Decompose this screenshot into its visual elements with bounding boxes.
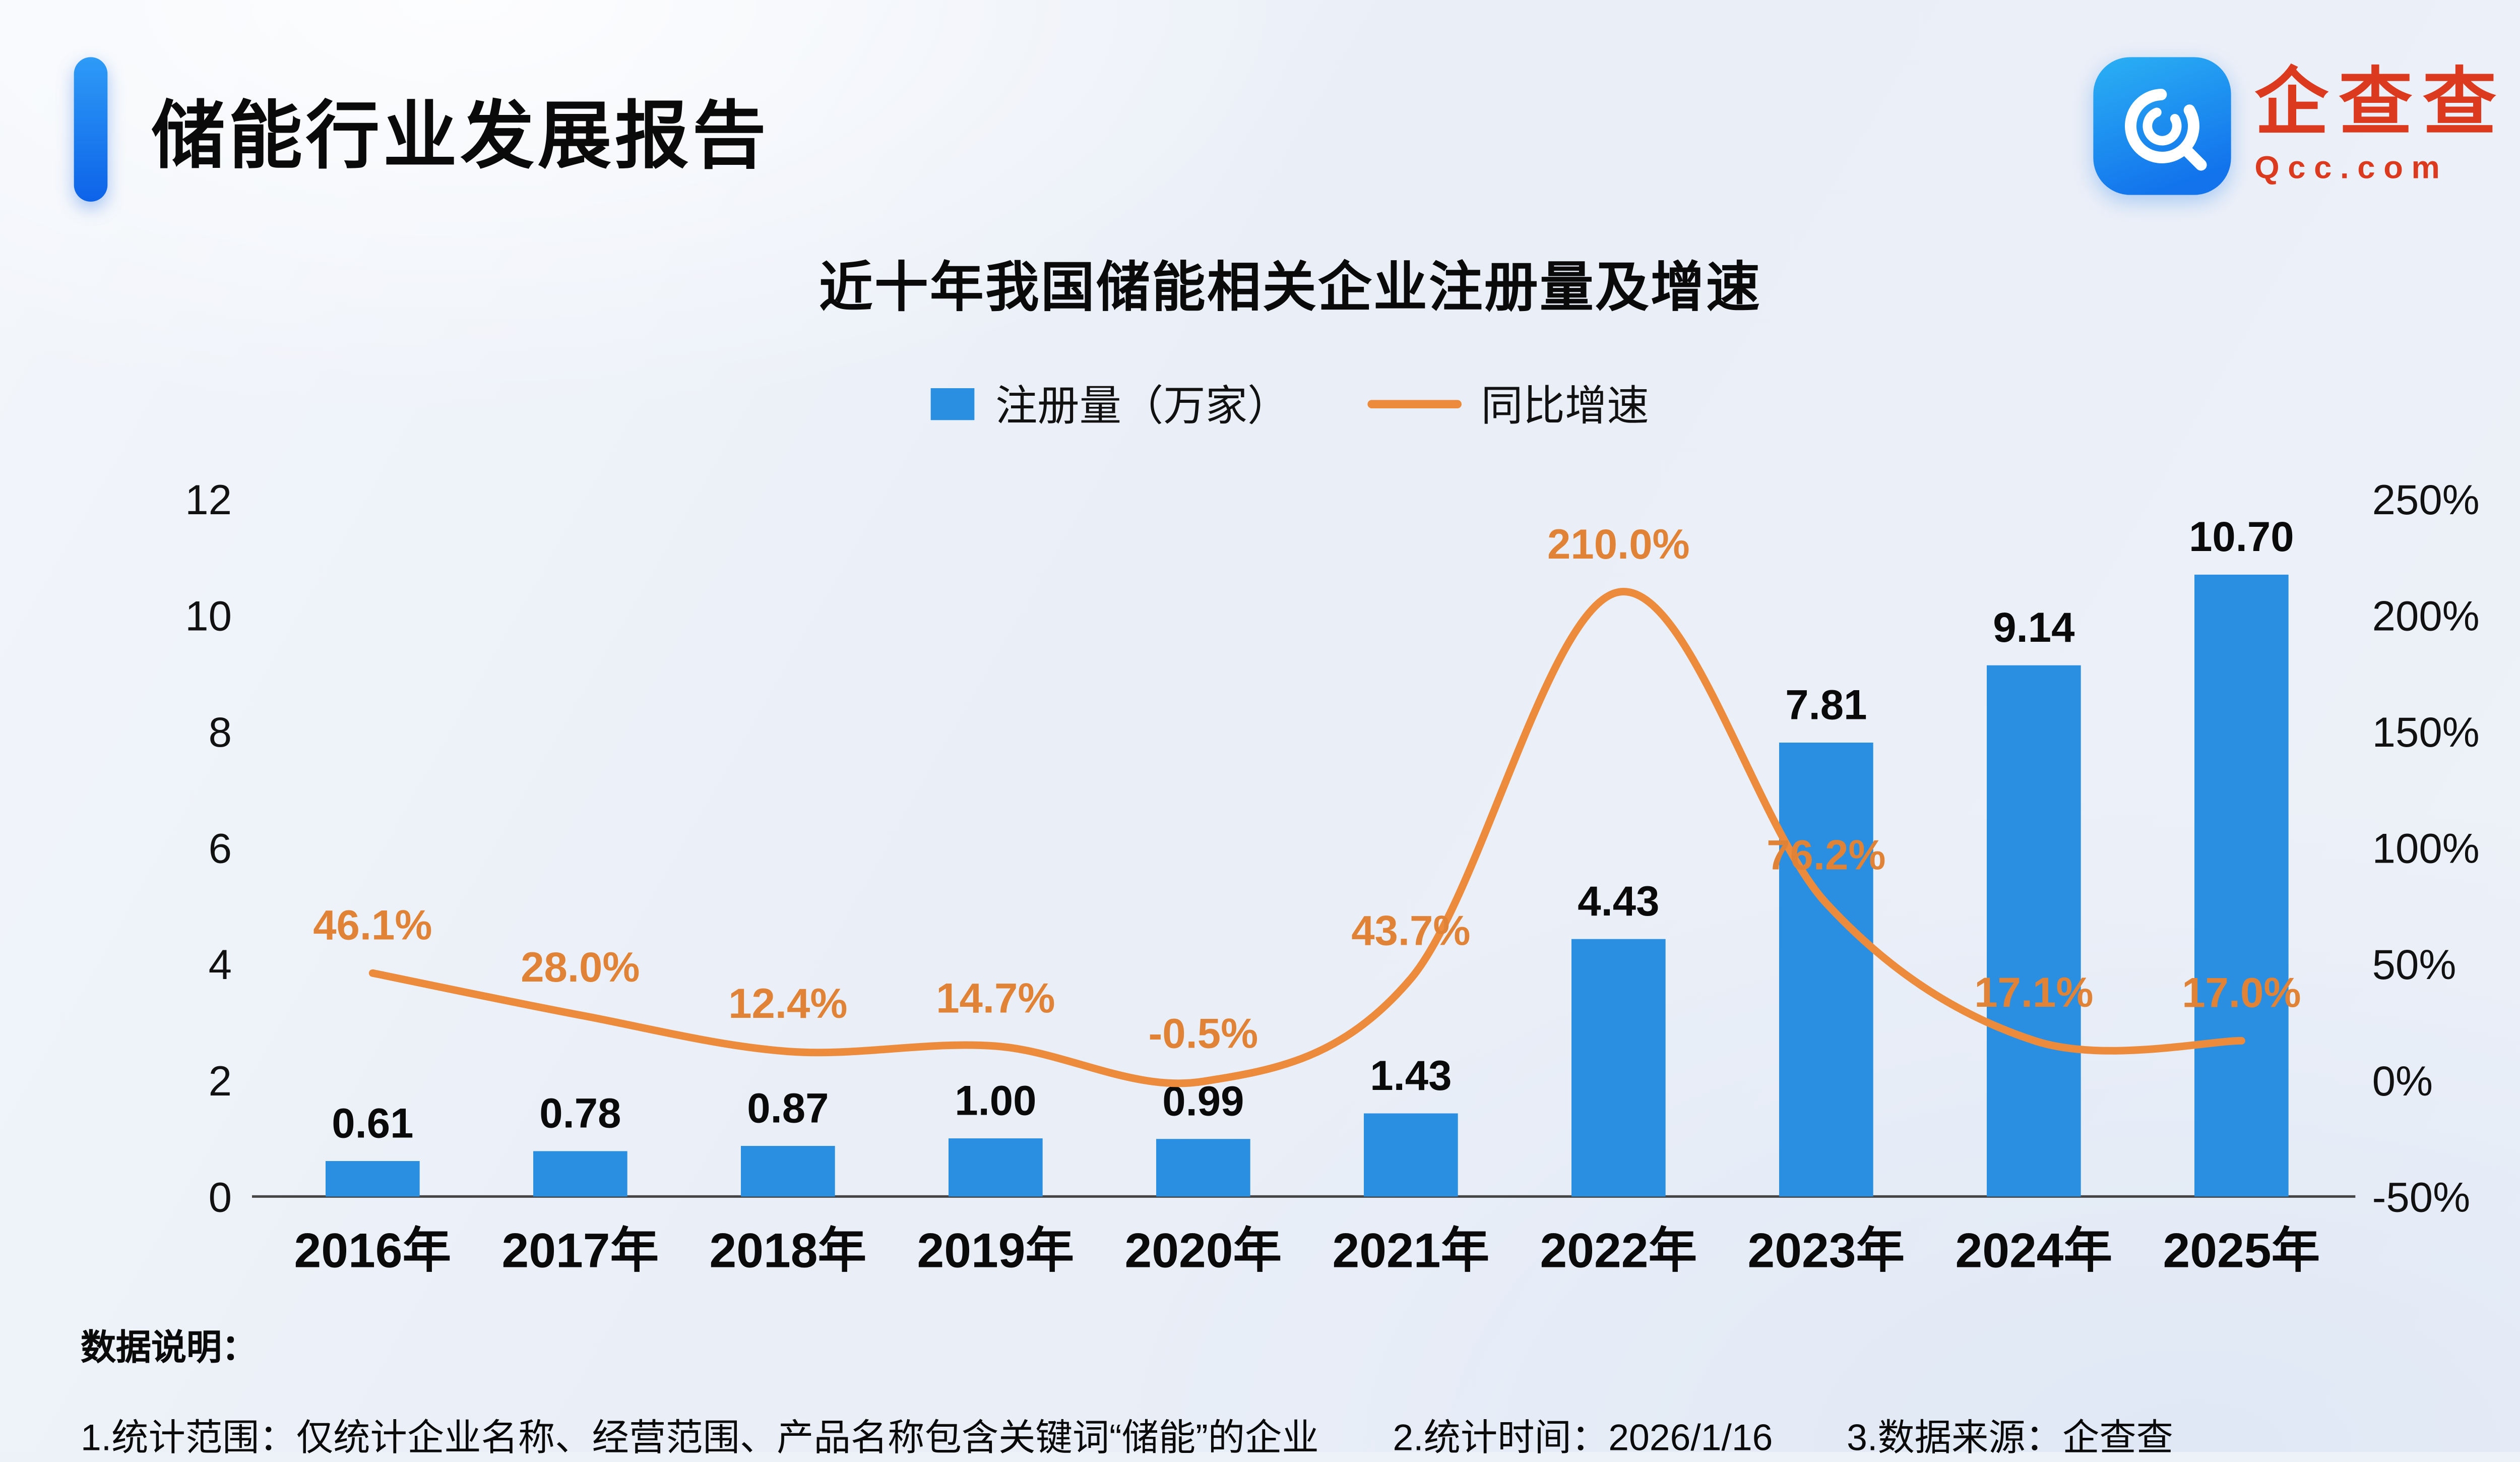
registration-bar <box>1571 939 1666 1197</box>
left-axis-tick: 10 <box>185 593 232 640</box>
legend-bar-swatch <box>931 387 975 419</box>
growth-line <box>368 588 2245 1087</box>
growth-value-label: 17.0% <box>2182 969 2301 1016</box>
qcc-logo-icon <box>2093 57 2231 195</box>
bar-value-label: 0.61 <box>332 1100 413 1146</box>
legend-line-label: 同比增速 <box>1481 383 1649 431</box>
x-axis-category: 2019年 <box>917 1223 1074 1277</box>
chart-title: 近十年我国储能相关企业注册量及增速 <box>818 257 1761 318</box>
growth-value-label: 43.7% <box>1351 907 1470 954</box>
growth-value-label: 17.1% <box>1974 969 2093 1016</box>
left-axis-tick: 8 <box>209 709 232 756</box>
registration-bar <box>533 1151 627 1197</box>
x-axis-category: 2023年 <box>1747 1223 1905 1277</box>
legend-item-line: 同比增速 <box>1366 373 1649 434</box>
left-axis-tick: 4 <box>209 941 232 988</box>
x-axis-category: 2025年 <box>2163 1223 2320 1277</box>
registration-bar <box>1986 665 2081 1197</box>
bar-value-label: 7.81 <box>1785 681 1867 728</box>
right-axis-tick: 150% <box>2372 709 2480 756</box>
left-axis-tick: 0 <box>209 1174 232 1221</box>
right-axis-tick: 250% <box>2372 476 2480 523</box>
x-axis-category: 2016年 <box>294 1223 451 1277</box>
page-header: 储能行业发展报告 企查查 Qcc.com <box>74 57 2507 202</box>
right-axis-tick: 100% <box>2372 825 2480 872</box>
brand-domain: Qcc.com <box>2254 151 2448 187</box>
right-axis-tick: 50% <box>2372 941 2456 988</box>
growth-value-label: 210.0% <box>1547 521 1690 568</box>
registration-bar <box>325 1161 420 1197</box>
title-accent-bar <box>74 57 108 202</box>
registration-bar <box>740 1146 835 1197</box>
note-scope: 1.统计范围：仅统计企业名称、经营范围、产品名称包含关键词“储能”的企业 <box>80 1416 1319 1459</box>
note-source: 3.数据来源：企查查 <box>1847 1416 2174 1459</box>
left-axis-tick: 2 <box>209 1058 232 1105</box>
growth-value-label: 46.1% <box>313 902 432 949</box>
bar-value-label: 4.43 <box>1578 878 1659 925</box>
x-axis-category: 2021年 <box>1332 1223 1489 1277</box>
growth-value-label: 14.7% <box>936 974 1055 1021</box>
bar-value-label: 1.43 <box>1370 1052 1452 1099</box>
registration-bar <box>1156 1139 1250 1197</box>
registration-bar <box>1363 1113 1458 1197</box>
registration-bar <box>1779 743 1873 1197</box>
title-block: 储能行业发展报告 <box>74 57 770 202</box>
x-axis-category: 2017年 <box>501 1223 659 1277</box>
report-title: 储能行业发展报告 <box>151 95 770 178</box>
notes-heading: 数据说明： <box>80 1329 257 1368</box>
legend-line-swatch <box>1366 399 1461 408</box>
x-axis-category: 2024年 <box>1955 1223 2112 1277</box>
legend-bar-label: 注册量（万家） <box>995 383 1290 431</box>
right-axis-tick: -50% <box>2372 1174 2471 1221</box>
bar-value-label: 0.87 <box>747 1084 829 1131</box>
right-axis-tick: 200% <box>2372 593 2480 640</box>
note-date: 2.统计时间：2026/1/16 <box>1393 1416 1773 1459</box>
bar-value-label: 1.00 <box>955 1077 1036 1124</box>
magnifier-swirl-icon <box>2125 89 2207 171</box>
growth-value-label: -0.5% <box>1148 1010 1258 1057</box>
bar-value-label: 10.70 <box>2189 513 2294 560</box>
qcc-logo: 企查查 Qcc.com <box>2093 57 2506 195</box>
bar-value-label: 9.14 <box>1993 604 2074 651</box>
brand-name: 企查查 <box>2254 62 2507 144</box>
growth-value-label: 12.4% <box>728 980 847 1027</box>
brand-text: 企查查 Qcc.com <box>2254 62 2507 189</box>
x-axis-category: 2018年 <box>709 1223 866 1277</box>
growth-value-label: 76.2% <box>1767 832 1885 879</box>
x-axis-category: 2022年 <box>1540 1223 1697 1277</box>
registration-bar <box>948 1138 1043 1197</box>
registration-bar <box>2194 574 2289 1197</box>
left-axis-tick: 6 <box>209 825 232 872</box>
right-axis-tick: 0% <box>2372 1058 2433 1105</box>
left-axis-tick: 12 <box>185 476 232 523</box>
chart-legend: 注册量（万家） 同比增速 <box>0 373 2520 434</box>
bar-value-label: 0.78 <box>539 1090 621 1137</box>
notes-line: 1.统计范围：仅统计企业名称、经营范围、产品名称包含关键词“储能”的企业 2.统计… <box>81 1408 2500 1462</box>
x-axis-category: 2020年 <box>1124 1223 1282 1277</box>
data-notes: 数据说明： 1.统计范围：仅统计企业名称、经营范围、产品名称包含关键词“储能”的… <box>81 1321 2500 1462</box>
legend-item-bar: 注册量（万家） <box>931 373 1289 434</box>
growth-value-label: 28.0% <box>521 944 640 991</box>
registration-growth-combo-chart: 0 2 4 6 8 10 12 -50% 0% 50% 100% 150% 200% 250% 0.61 0.… <box>185 476 2480 1277</box>
